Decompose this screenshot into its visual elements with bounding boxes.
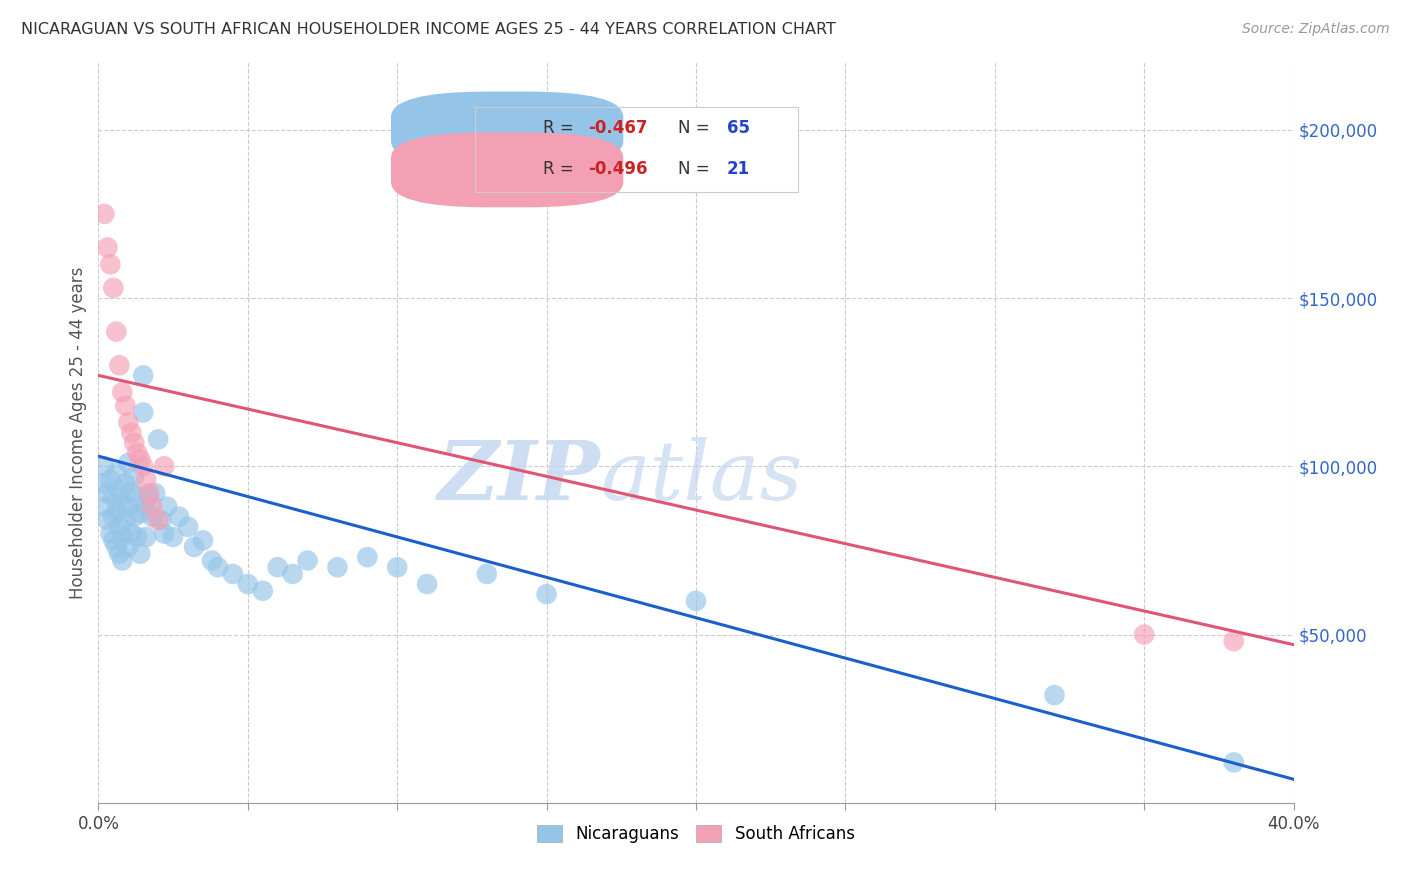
Point [177,520,200,534]
Point [108,483,131,497]
Point [105,503,128,517]
Point [93,459,115,474]
Point [148,433,170,447]
Point [124,435,146,450]
Point [129,547,152,561]
Text: ZIP: ZIP [437,437,600,517]
Point [111,530,134,544]
Point [138,486,160,500]
Point [103,533,125,548]
Point [1223,756,1246,770]
Point [111,385,134,400]
Point [162,530,184,544]
Point [236,577,259,591]
Point [96,240,118,255]
Point [108,359,131,373]
Text: atlas: atlas [600,437,803,517]
Point [297,553,319,567]
Point [98,473,122,487]
Point [685,594,707,608]
Point [114,513,136,527]
Point [132,405,155,419]
Point [108,547,131,561]
Point [135,500,157,514]
Point [117,540,139,554]
Point [105,466,128,480]
Point [141,500,163,514]
Point [108,520,131,534]
Point [114,399,136,413]
Point [207,560,229,574]
Point [191,533,214,548]
Point [117,456,139,470]
Point [132,459,155,474]
Point [98,526,122,541]
Point [105,540,128,554]
Point [153,459,176,474]
Point [267,560,290,574]
Point [1223,634,1246,648]
Point [103,490,125,504]
Point [132,368,155,383]
Point [111,496,134,510]
Point [416,577,439,591]
Point [281,566,304,581]
Point [1043,688,1066,702]
Point [536,587,558,601]
Point [129,507,152,521]
Point [252,583,274,598]
Point [93,500,115,514]
Point [356,550,378,565]
Point [183,540,205,554]
Point [127,530,149,544]
Legend: Nicaraguans, South Africans: Nicaraguans, South Africans [530,819,862,850]
Point [103,509,125,524]
Point [124,509,146,524]
Point [326,560,349,574]
Point [222,566,245,581]
Point [153,526,176,541]
Point [156,500,179,514]
Point [127,446,149,460]
Point [475,566,498,581]
Point [96,513,118,527]
Point [385,560,409,574]
Point [1133,627,1156,641]
Point [96,486,118,500]
Point [124,469,146,483]
Point [105,325,128,339]
Point [120,486,142,500]
Point [148,513,170,527]
Point [135,530,157,544]
Point [143,486,166,500]
Point [114,476,136,491]
Point [129,452,152,467]
Point [111,553,134,567]
Point [90,476,112,491]
Text: Source: ZipAtlas.com: Source: ZipAtlas.com [1241,22,1389,37]
Point [127,490,149,504]
Point [120,425,142,440]
Point [141,509,163,524]
Text: NICARAGUAN VS SOUTH AFRICAN HOUSEHOLDER INCOME AGES 25 - 44 YEARS CORRELATION CH: NICARAGUAN VS SOUTH AFRICAN HOUSEHOLDER … [21,22,837,37]
Y-axis label: Householder Income Ages 25 - 44 years: Householder Income Ages 25 - 44 years [69,267,87,599]
Point [120,526,142,541]
Point [150,513,173,527]
Point [117,500,139,514]
Point [167,509,190,524]
Point [138,490,160,504]
Point [98,257,122,271]
Point [117,416,139,430]
Point [93,207,115,221]
Point [135,473,157,487]
Point [103,281,125,295]
Point [201,553,224,567]
